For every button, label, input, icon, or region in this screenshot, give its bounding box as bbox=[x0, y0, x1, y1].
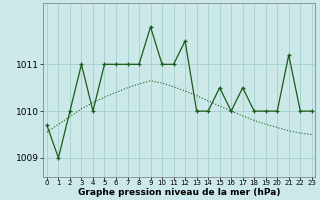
X-axis label: Graphe pression niveau de la mer (hPa): Graphe pression niveau de la mer (hPa) bbox=[78, 188, 281, 197]
